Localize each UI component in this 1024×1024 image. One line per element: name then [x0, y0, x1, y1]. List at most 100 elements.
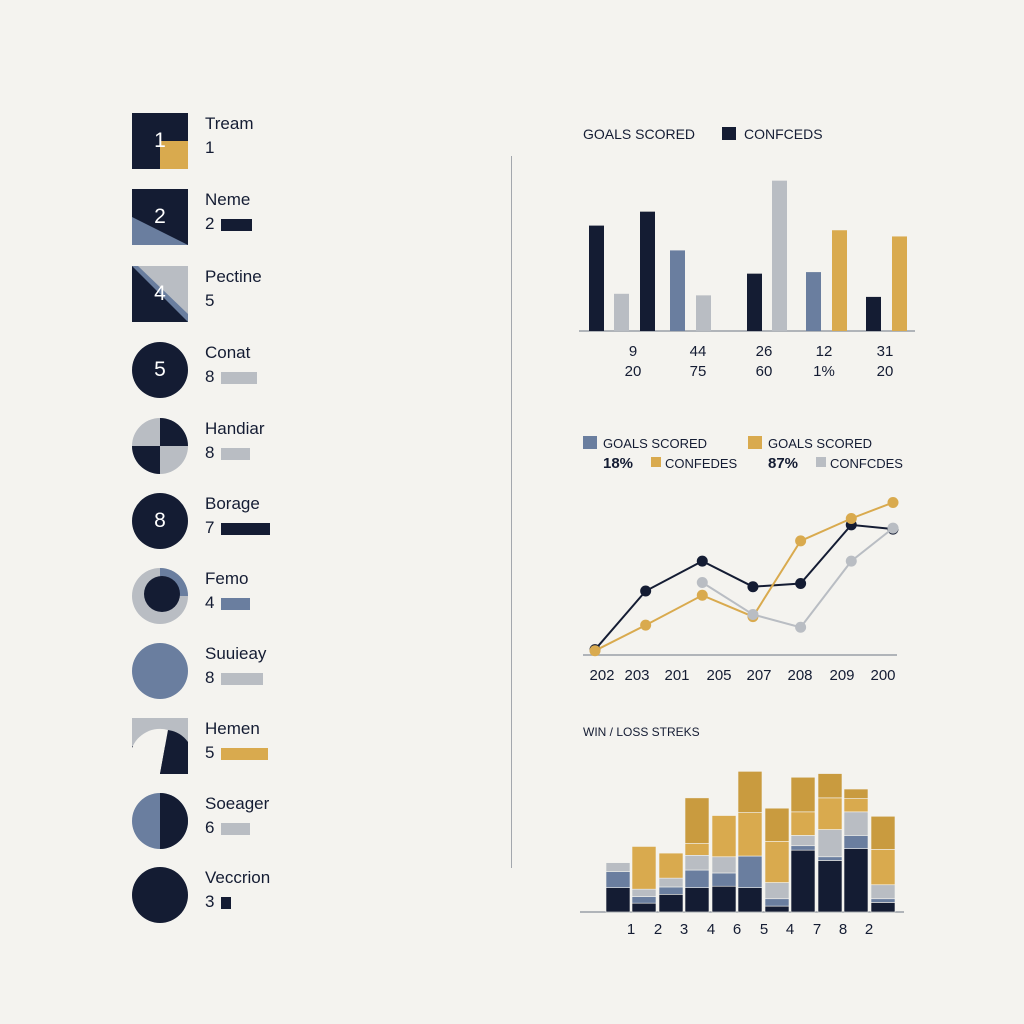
stacked-segment — [843, 848, 869, 913]
team-row: 4 Pectine 5 — [132, 266, 472, 326]
data-point — [696, 589, 708, 601]
bar — [892, 236, 907, 331]
stacked-segment — [764, 841, 790, 883]
stacked-segment — [684, 869, 710, 889]
stacked-segment — [711, 856, 737, 874]
team-stat-bar — [221, 448, 250, 460]
bar — [832, 230, 847, 331]
tick-label: 2 — [654, 921, 662, 938]
legend-label: CONFCEDS — [744, 126, 823, 142]
legend-swatch — [722, 127, 736, 140]
stacked-segment — [684, 854, 710, 871]
stacked-segment — [790, 849, 816, 913]
stacked-segment — [764, 898, 790, 907]
team-stat-bar — [221, 598, 250, 610]
stacked-segment — [790, 845, 816, 851]
data-point — [640, 585, 652, 597]
legend-swatch — [583, 436, 597, 449]
tick-label: 201 — [664, 667, 689, 684]
team-badge — [132, 793, 188, 849]
stacked-segment — [790, 811, 816, 836]
team-name: Neme — [205, 190, 251, 209]
team-value: 8 — [205, 443, 215, 462]
stacked-segment — [737, 812, 763, 857]
data-point — [795, 578, 807, 590]
bar — [670, 250, 685, 331]
team-row: Veccrion 3 — [132, 867, 472, 927]
bar — [589, 225, 604, 331]
stacked-segment — [737, 855, 763, 889]
legend-label: CONFCDES — [830, 456, 903, 471]
legend-swatch — [651, 457, 661, 467]
data-point — [887, 496, 899, 508]
team-value: 8 — [205, 367, 215, 386]
team-value: 3 — [205, 892, 215, 911]
stacked-segment — [817, 829, 843, 858]
team-badge: 4 — [132, 266, 188, 322]
stacked-segment — [631, 902, 657, 913]
stacked-segment — [843, 788, 869, 799]
bar — [806, 272, 821, 331]
stacked-segment — [843, 835, 869, 849]
team-stat-bar — [221, 748, 268, 760]
stacked-segment — [870, 898, 896, 903]
team-name: Conat — [205, 343, 251, 362]
team-stat-bar — [221, 673, 263, 685]
team-stat-bar — [221, 219, 252, 231]
team-badge — [132, 718, 188, 774]
tick-label: 205 — [706, 667, 731, 684]
stacked-segment — [658, 852, 684, 879]
stacked-segment — [843, 798, 869, 813]
stacked-segment — [764, 905, 790, 913]
team-name: Veccrion — [205, 868, 271, 887]
stacked-segment — [817, 797, 843, 830]
team-badge — [132, 867, 188, 923]
stacked-segment — [764, 807, 790, 842]
team-value: 6 — [205, 818, 215, 837]
legend-swatch — [748, 436, 762, 449]
team-stat-bar — [221, 523, 270, 535]
stacked-segment — [631, 896, 657, 904]
tick-label: 1% — [813, 363, 835, 380]
team-value: 5 — [205, 291, 215, 310]
data-point — [640, 619, 652, 631]
tick-label: 26 — [756, 343, 773, 360]
stacked-segment — [870, 902, 896, 913]
tick-label: 8 — [839, 921, 847, 938]
tick-label: 4 — [707, 921, 715, 938]
stacked-segment — [711, 885, 737, 913]
stacked-segment — [711, 872, 737, 887]
tick-label: 60 — [756, 363, 773, 380]
legend-label: GOALS SCORED — [603, 436, 707, 451]
stacked-segment — [631, 846, 657, 890]
data-point — [845, 512, 857, 524]
legend-label: GOALS SCORED — [583, 126, 695, 142]
tick-label: 3 — [680, 921, 688, 938]
stacked-segment — [737, 887, 763, 913]
data-point — [747, 608, 759, 620]
data-point — [589, 645, 601, 657]
team-name: Hemen — [205, 719, 260, 738]
stacked-segment — [817, 773, 843, 799]
stacked-segment — [605, 887, 631, 913]
stacked-segment — [737, 771, 763, 813]
stacked-segment — [684, 797, 710, 844]
bar — [640, 211, 655, 331]
data-point — [845, 555, 857, 567]
tick-label: 6 — [733, 921, 741, 938]
stacked-segment — [711, 815, 737, 858]
tick-label: 207 — [746, 667, 771, 684]
team-row: Handiar 8 — [132, 418, 472, 478]
bar — [772, 180, 787, 331]
team-badge — [132, 643, 188, 699]
tick-label: 208 — [787, 667, 812, 684]
team-name: Femo — [205, 569, 249, 588]
data-point — [747, 581, 759, 593]
team-row: Hemen 5 — [132, 718, 472, 778]
stacked-segment — [790, 835, 816, 847]
tick-label: 75 — [690, 363, 707, 380]
team-value: 8 — [205, 668, 215, 687]
tick-label: 7 — [813, 921, 821, 938]
stacked-segment — [684, 843, 710, 856]
team-value: 1 — [205, 138, 215, 157]
